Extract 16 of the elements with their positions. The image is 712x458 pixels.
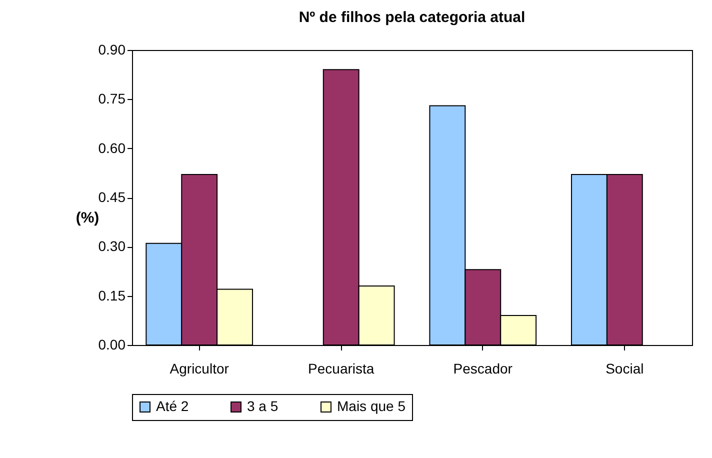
x-tick-label: Social — [606, 360, 644, 376]
y-tick-label: 0.30 — [98, 238, 126, 254]
y-axis-title: (%) — [76, 210, 100, 226]
y-tick-label: 0.90 — [98, 42, 126, 58]
y-tick-label: 0.75 — [98, 90, 126, 107]
y-tick-label: 0.60 — [98, 140, 126, 156]
y-tick-label: 0.15 — [98, 287, 126, 304]
y-tick-label: 0.00 — [98, 336, 126, 352]
legend-label: 3 a 5 — [247, 398, 278, 414]
x-tick-label: Pecuarista — [308, 360, 374, 376]
x-tick-label: Agricultor — [170, 360, 230, 376]
y-tick-label: 0.45 — [98, 189, 126, 205]
legend-label: Até 2 — [156, 398, 189, 414]
legend-label: Mais que 5 — [337, 398, 406, 414]
chart-title: Nº de filhos pela categoria atual — [298, 9, 526, 26]
x-tick-label: Pescador — [453, 360, 513, 376]
